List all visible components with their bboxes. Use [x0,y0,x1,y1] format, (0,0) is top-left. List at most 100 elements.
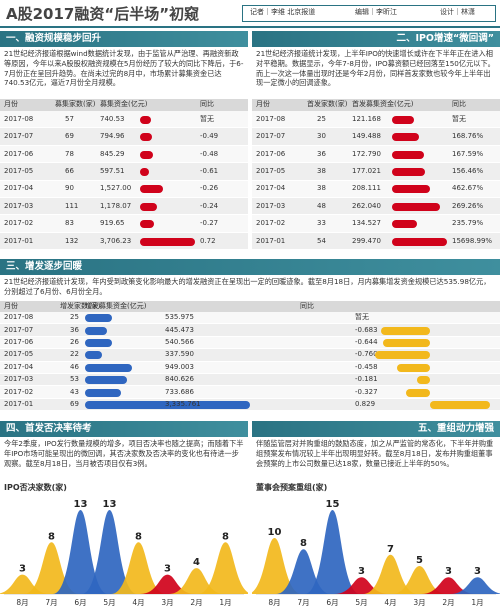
funds-cell: 845.29 [100,149,125,158]
yoy-cell: -0.26 [200,184,219,193]
value-label: 3 [19,564,26,575]
funds-cell: 540.566 [165,338,194,346]
month-label: 4月 [384,598,396,607]
funds-cell: 262.040 [352,201,381,210]
funds-bar [392,133,420,142]
funds-bar [392,237,447,246]
month-cell: 2017-04 [4,362,34,371]
section-text: 21世纪经济报道统计发现，上半年IPO的快速增长或许在下半年正在进入相对平稳期。… [256,49,495,88]
count-cell: 54 [317,236,326,245]
value-label: 13 [103,499,117,510]
yoy-cell: 235.79% [452,219,484,228]
table-row-bg [252,180,500,198]
funds-cell: 949.003 [165,362,194,371]
column-header: 月份 [4,100,18,108]
value-label: 3 [445,566,452,577]
funds-bar [392,185,431,194]
column-header: 月份 [4,302,18,310]
table-row-bg [252,232,500,251]
yoy-bar [416,376,430,385]
funds-cell: 535.975 [165,313,194,322]
funds-cell: 740.53 [100,114,125,123]
yoy-cell: 156.46% [452,166,484,175]
table-row-bg [0,215,248,233]
peak [304,510,361,594]
month-cell: 2017-05 [256,166,286,175]
count-cell: 38 [317,184,326,193]
value-label: 8 [48,531,55,542]
month-label: 5月 [103,598,115,607]
funds-bar [85,314,112,323]
month-cell: 2017-02 [4,219,34,228]
funds-bar [140,237,195,246]
month-cell: 2017-08 [256,114,286,123]
table-row-bg [252,198,500,216]
table-row-bg [252,128,500,146]
reporter: 记者｜李维 北京报道 [250,8,316,16]
funds-bar [85,351,102,360]
funds-cell: 840.626 [165,375,194,384]
column-header: 同比 [452,100,466,108]
count-cell: 53 [70,375,79,384]
yoy-cell: -0.458 [355,362,378,371]
value-label: 8 [135,531,142,542]
credits-box [242,5,496,22]
count-cell: 69 [70,400,79,408]
section-header-bar [252,421,500,437]
table-header-bg [0,301,500,312]
month-label: 6月 [326,598,338,607]
funds-bar [85,326,108,335]
count-cell: 38 [317,166,326,175]
funds-bar [392,220,417,229]
month-cell: 2017-07 [4,132,34,141]
month-cell: 2017-03 [256,201,286,210]
month-label: 4月 [132,598,144,607]
funds-bar [85,401,250,409]
table-row-bg [0,128,248,146]
month-label: 7月 [45,598,57,607]
count-cell: 66 [65,166,74,175]
count-cell: 132 [65,236,79,245]
month-cell: 2017-07 [256,132,286,141]
peak [197,542,248,594]
month-cell: 2017-08 [4,114,34,123]
funds-bar [140,202,158,211]
table-header-bg [252,99,500,111]
month-cell: 2017-06 [4,149,34,158]
month-label: 8月 [268,598,280,607]
table-row-bg [0,198,248,216]
funds-cell: 172.790 [352,149,381,158]
count-cell: 36 [70,325,79,334]
month-cell: 2017-03 [4,201,34,210]
count-cell: 111 [65,201,79,210]
section-text: 今年2季度，IPO发行数量规模的增多，项目否决率也随之提高；而随着下半年IPO市… [4,439,244,468]
table-row-bg [0,324,500,337]
yoy-cell: -0.48 [200,149,219,158]
table-row-bg [0,111,248,129]
peak [52,510,109,594]
value-label: 3 [474,566,481,577]
count-cell: 48 [317,201,326,210]
yoy-cell: 0.72 [200,236,216,245]
count-cell: 25 [317,114,326,123]
funds-cell: 445.473 [165,325,194,334]
yoy-cell: -0.61 [200,166,219,175]
funds-cell: 121.168 [352,114,381,123]
funds-bar [140,220,154,229]
yoy-cell: 462.67% [452,184,484,193]
yoy-cell: 15698.99% [452,236,493,245]
funds-cell: 299.470 [352,236,381,245]
yoy-bar [396,363,430,372]
month-label: 8月 [16,598,28,607]
funds-cell: 3,335.761 [165,400,201,408]
table-row-bg [252,215,500,233]
funds-bar [140,185,163,194]
chart-title: IPO否决家数(家) [4,483,67,492]
month-cell: 2017-02 [256,219,286,228]
yoy-cell: 0.829 [355,400,376,408]
value-label: 4 [193,557,200,568]
yoy-cell: -0.27 [200,219,219,228]
peak [420,577,477,594]
section-header-bar [252,31,500,47]
month-label: 1月 [219,598,231,607]
